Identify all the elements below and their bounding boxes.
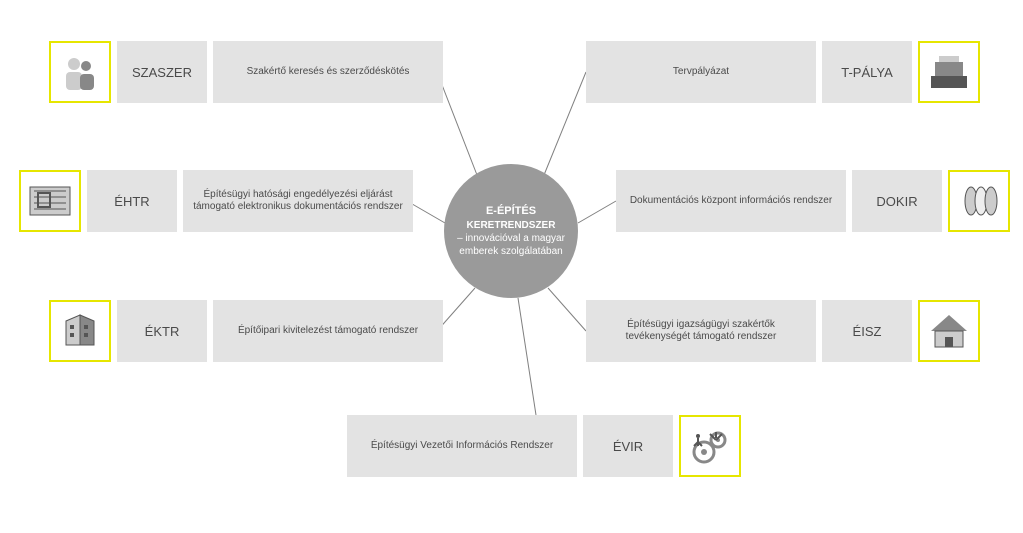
node-ehtr: ÉHTRÉpítésügyi hatósági engedélyezési el… — [19, 170, 413, 232]
node-tpalya: TervpályázatT-PÁLYA — [586, 41, 980, 103]
connector-tpalya — [544, 72, 586, 175]
connector-szaszer — [437, 72, 477, 175]
ehtr-icon — [19, 170, 81, 232]
tpalya-desc: Tervpályázat — [586, 41, 816, 103]
szaszer-abbr: SZASZER — [117, 41, 207, 103]
szaszer-desc: Szakértő keresés és szerződéskötés — [213, 41, 443, 103]
center-title: E-ÉPÍTÉS — [486, 204, 536, 218]
dokir-abbr: DOKIR — [852, 170, 942, 232]
center-subtitle: KERETRENDSZER — [467, 219, 556, 232]
dokir-icon — [948, 170, 1010, 232]
ektr-abbr: ÉKTR — [117, 300, 207, 362]
center-text: – innovációval a magyar emberek szolgála… — [452, 232, 570, 258]
ektr-desc: Építőipari kivitelezést támogató rendsze… — [213, 300, 443, 362]
connector-dokir — [578, 201, 616, 223]
node-ektr: ÉKTRÉpítőipari kivitelezést támogató ren… — [49, 300, 443, 362]
ehtr-desc: Építésügyi hatósági engedélyezési eljárá… — [183, 170, 413, 232]
connector-eisz — [548, 288, 586, 331]
tpalya-icon — [918, 41, 980, 103]
eisz-desc: Építésügyi igazságügyi szakértők tevéken… — [586, 300, 816, 362]
evir-abbr: ÉVIR — [583, 415, 673, 477]
node-eisz: Építésügyi igazságügyi szakértők tevéken… — [586, 300, 980, 362]
node-szaszer: SZASZERSzakértő keresés és szerződésköté… — [49, 41, 443, 103]
dokir-desc: Dokumentációs központ információs rendsz… — [616, 170, 846, 232]
evir-desc: Építésügyi Vezetői Információs Rendszer — [347, 415, 577, 477]
node-evir: Építésügyi Vezetői Információs RendszerÉ… — [347, 415, 741, 477]
eisz-icon — [918, 300, 980, 362]
center-hub: E-ÉPÍTÉS KERETRENDSZER – innovációval a … — [444, 164, 578, 298]
ektr-icon — [49, 300, 111, 362]
node-dokir: Dokumentációs központ információs rendsz… — [616, 170, 1010, 232]
evir-icon — [679, 415, 741, 477]
connector-evir — [518, 298, 536, 415]
tpalya-abbr: T-PÁLYA — [822, 41, 912, 103]
ehtr-abbr: ÉHTR — [87, 170, 177, 232]
eisz-abbr: ÉISZ — [822, 300, 912, 362]
szaszer-icon — [49, 41, 111, 103]
